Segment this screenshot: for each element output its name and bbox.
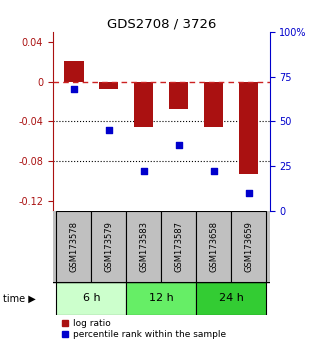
Text: GSM173579: GSM173579 (104, 221, 113, 272)
Text: GSM173583: GSM173583 (139, 221, 148, 272)
Point (71, 86, 76, 92)
Text: GSM173587: GSM173587 (174, 221, 183, 272)
Bar (169, 81, 188, 109)
Bar (204, 81, 223, 127)
Title: GDS2708 / 3726: GDS2708 / 3726 (107, 18, 216, 31)
Text: 24 h: 24 h (219, 293, 244, 303)
Legend: log ratio, percentile rank within the sample: log ratio, percentile rank within the sa… (62, 319, 226, 339)
Text: 6 h: 6 h (82, 293, 100, 303)
Text: GSM173658: GSM173658 (209, 221, 218, 272)
Point (141, 169, 146, 174)
Point (106, 127, 111, 133)
Bar (56, 211, 91, 282)
Text: GSM173659: GSM173659 (244, 221, 253, 272)
Bar (126, 211, 161, 282)
Text: 12 h: 12 h (149, 293, 174, 303)
Bar (134, 81, 153, 127)
Text: time ▶: time ▶ (3, 293, 36, 303)
Bar (99, 81, 118, 90)
Point (246, 190, 251, 196)
Bar (64, 61, 83, 81)
Bar (239, 81, 258, 174)
Bar (56, 282, 126, 315)
Bar (231, 211, 266, 282)
Bar (91, 211, 126, 282)
Point (211, 169, 216, 174)
Bar (196, 211, 231, 282)
Bar (196, 282, 266, 315)
Point (176, 142, 181, 147)
Bar (161, 211, 196, 282)
Text: GSM173578: GSM173578 (69, 221, 78, 272)
Bar (126, 282, 196, 315)
